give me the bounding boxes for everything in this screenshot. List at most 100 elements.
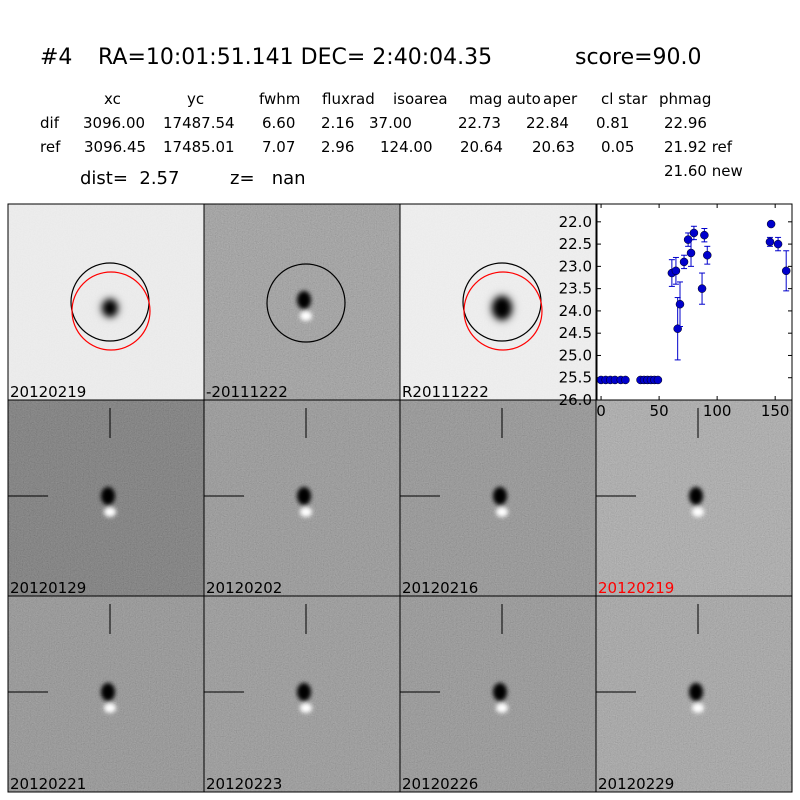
panel-label: -20111222 [206, 383, 288, 401]
source-light [300, 703, 312, 713]
image-panel: 20120129 [7, 399, 205, 597]
x-tick-label: 50 [650, 402, 669, 420]
table-cell: 20.63 [532, 138, 575, 156]
table-cell: 17485.01 [163, 138, 235, 156]
image-panel: 20120223 [203, 595, 401, 793]
source-dark [101, 487, 115, 505]
panel-label: R20111222 [402, 383, 489, 401]
row-label: dif [40, 114, 60, 132]
marker [703, 250, 712, 260]
aperture-black [266, 263, 346, 343]
source-light [692, 703, 704, 713]
marker [689, 228, 699, 238]
panel-label: 20120221 [10, 775, 86, 793]
marker [675, 299, 685, 309]
column-header: xc [104, 90, 121, 108]
y-tick-label: 26.0 [559, 391, 592, 409]
phmag-new: 21.60 new [664, 162, 743, 180]
table-cell: 21.92 ref [664, 138, 733, 156]
column-header: yc [187, 90, 204, 108]
title-score: score=90.0 [575, 45, 702, 70]
aperture-red [71, 271, 151, 351]
x-tick-label: 150 [761, 402, 790, 420]
panels: 20120219 -20111222 R20111222 20120129 201202… [7, 203, 793, 793]
data-point [686, 239, 696, 267]
source-dark [689, 683, 703, 701]
source-dark [493, 683, 507, 701]
source-light [496, 703, 508, 713]
y-tick-label: 24.5 [559, 324, 592, 342]
image-panel: R20111222 [399, 203, 597, 401]
data-point [700, 228, 709, 243]
image-panel: -20111222 [203, 203, 401, 401]
aperture-red [463, 271, 543, 351]
table-cell: 7.07 [262, 138, 295, 156]
image-panel: 20120219 [7, 203, 205, 401]
table-cell: 37.00 [369, 114, 412, 132]
panel-label: 20120202 [206, 579, 282, 597]
light-curve: 22.0 22.5 23.0 23.5 24.0 24.5 25.0 25.5 26.00 50 1… [559, 203, 793, 420]
marker [686, 248, 696, 258]
y-tick-label: 24.0 [559, 302, 592, 320]
marker [653, 375, 663, 385]
table-cell: 2.16 [321, 114, 354, 132]
data-point [689, 225, 699, 241]
star-core [492, 296, 512, 320]
source-light [692, 507, 704, 517]
column-header: cl star [601, 90, 648, 108]
title-id: #4 [40, 45, 72, 70]
marker [700, 230, 709, 240]
source-light [300, 311, 312, 321]
data-point [653, 375, 663, 385]
image-panel: 20120202 [203, 399, 401, 597]
table-cell: 6.60 [262, 114, 295, 132]
panel-label: 20120216 [402, 579, 478, 597]
marker [671, 266, 681, 276]
table-cell: 0.05 [601, 138, 634, 156]
z: z= nan [230, 168, 306, 189]
row-label: ref [40, 138, 61, 156]
data-point [679, 254, 689, 270]
y-tick-label: 25.5 [559, 369, 592, 387]
source-dark [297, 291, 311, 309]
y-tick-label: 25.0 [559, 346, 592, 364]
panel-label: 20120129 [10, 579, 86, 597]
x-tick-label: 0 [596, 402, 606, 420]
source-dark [689, 487, 703, 505]
table-cell: 22.73 [458, 114, 501, 132]
table-cell: 20.64 [460, 138, 503, 156]
table-cell: 124.00 [380, 138, 433, 156]
y-tick-label: 23.5 [559, 280, 592, 298]
marker [679, 257, 689, 267]
table-cell: 17487.54 [163, 114, 235, 132]
table-cell: 3096.45 [84, 138, 146, 156]
marker [621, 375, 630, 385]
source-light [496, 507, 508, 517]
data-point [621, 375, 630, 385]
y-tick-label: 22.5 [559, 235, 592, 253]
source-dark [297, 683, 311, 701]
table-cell: 22.96 [664, 114, 707, 132]
image-panel: 20120226 [399, 595, 597, 793]
image-panel: 20120221 [7, 595, 205, 793]
marker [781, 266, 791, 276]
column-header: aper [543, 90, 578, 108]
panel-label: 20120219 [10, 383, 86, 401]
title-coords: RA=10:01:51.141 DEC= 2:40:04.35 [98, 45, 492, 70]
y-tick-label: 23.0 [559, 257, 592, 275]
data-point [671, 256, 681, 285]
image-panel: 20120229 [595, 595, 793, 793]
panel-border [595, 595, 793, 793]
marker [697, 284, 707, 293]
y-tick-label: 22.0 [559, 213, 592, 231]
x-tick-label: 100 [703, 402, 732, 420]
marker [766, 219, 776, 229]
source-light [300, 507, 312, 517]
panel-label: 20120219 [598, 579, 674, 597]
data-point [766, 219, 776, 229]
data-point [703, 245, 712, 265]
table-cell: 3096.00 [83, 114, 145, 132]
source-dark [493, 487, 507, 505]
data-point [675, 281, 685, 327]
